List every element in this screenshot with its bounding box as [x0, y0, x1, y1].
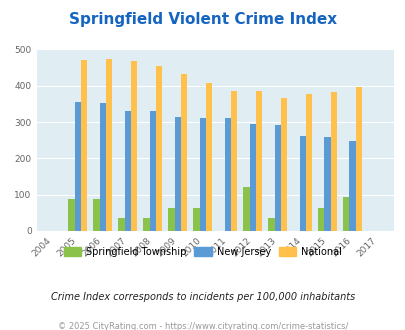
Bar	[324, 137, 330, 231]
Text: Springfield Violent Crime Index: Springfield Violent Crime Index	[69, 12, 336, 26]
Bar	[205, 83, 211, 231]
Bar	[75, 102, 81, 231]
Bar	[156, 66, 162, 231]
Bar	[268, 218, 274, 231]
Bar	[180, 74, 187, 231]
Bar	[255, 90, 261, 231]
Bar	[355, 87, 361, 231]
Bar	[305, 94, 311, 231]
Bar	[193, 209, 199, 231]
Bar	[118, 218, 124, 231]
Bar	[342, 196, 349, 231]
Bar	[249, 124, 255, 231]
Bar	[243, 187, 249, 231]
Bar	[330, 92, 336, 231]
Bar	[199, 118, 205, 231]
Bar	[274, 125, 280, 231]
Bar	[280, 98, 286, 231]
Bar	[143, 218, 149, 231]
Bar	[224, 118, 230, 231]
Bar	[68, 199, 75, 231]
Bar	[349, 141, 355, 231]
Bar	[106, 59, 112, 231]
Text: Crime Index corresponds to incidents per 100,000 inhabitants: Crime Index corresponds to incidents per…	[51, 292, 354, 302]
Bar	[81, 60, 87, 231]
Bar	[168, 209, 174, 231]
Bar	[130, 61, 137, 231]
Bar	[318, 209, 324, 231]
Bar	[124, 111, 130, 231]
Bar	[93, 199, 99, 231]
Bar	[299, 136, 305, 231]
Bar	[230, 90, 237, 231]
Text: © 2025 CityRating.com - https://www.cityrating.com/crime-statistics/: © 2025 CityRating.com - https://www.city…	[58, 322, 347, 330]
Legend: Springfield Township, New Jersey, National: Springfield Township, New Jersey, Nation…	[60, 243, 345, 261]
Bar	[99, 103, 106, 231]
Bar	[174, 117, 180, 231]
Bar	[149, 111, 156, 231]
